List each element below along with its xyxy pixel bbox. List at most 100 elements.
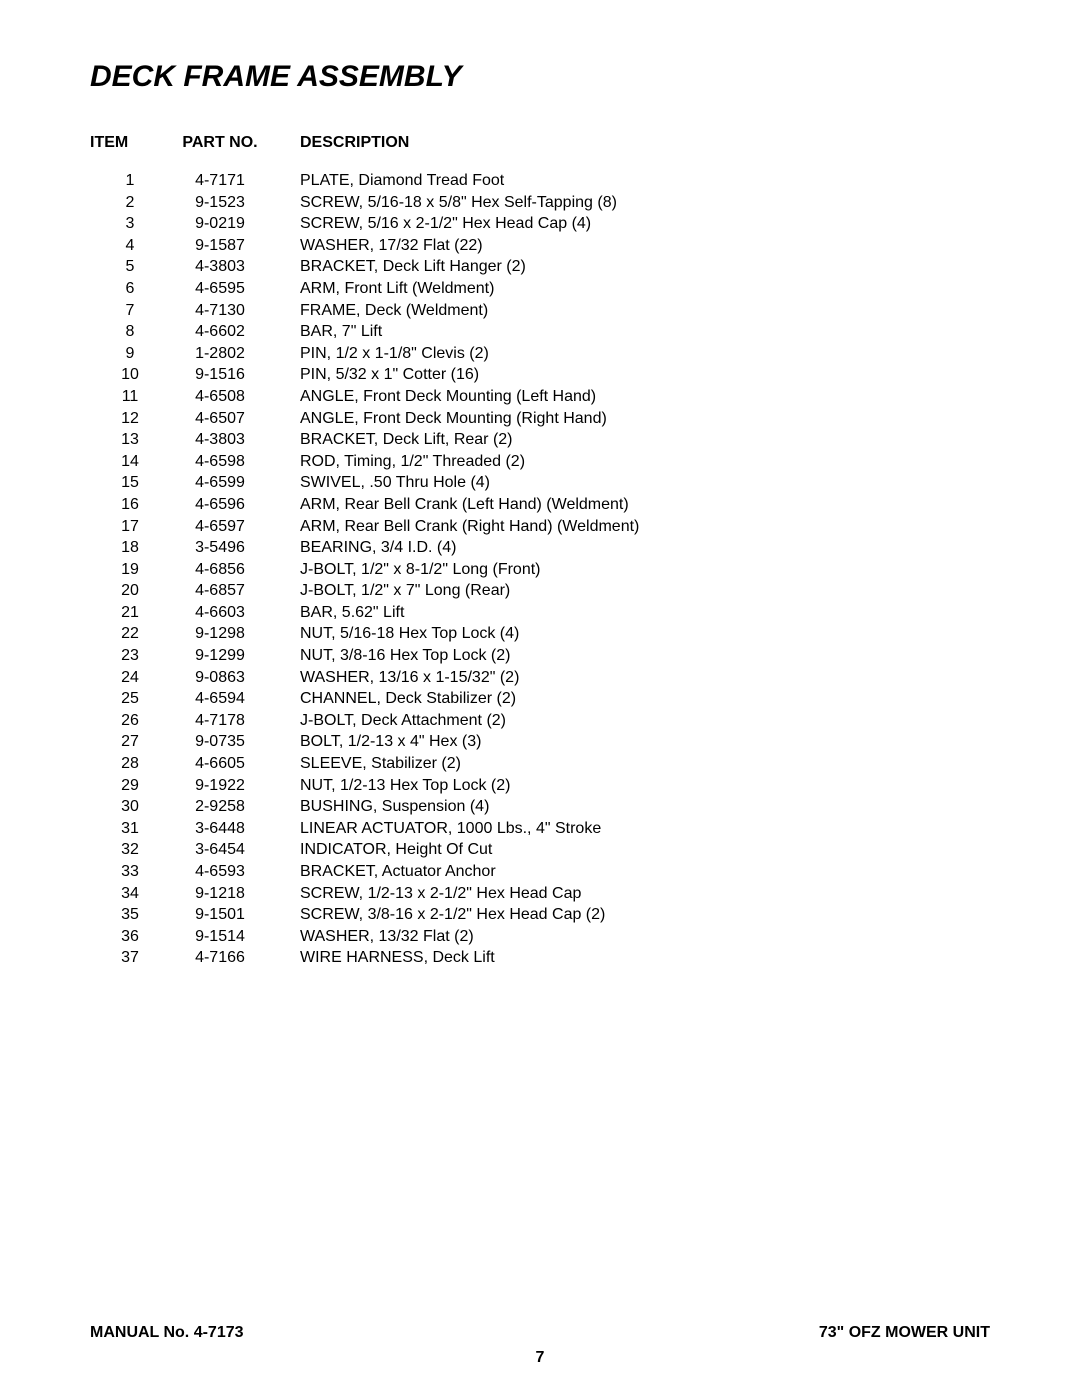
part-number: 4-7166	[170, 947, 270, 969]
item-number: 29	[90, 775, 170, 797]
part-description: J-BOLT, 1/2" x 8-1/2" Long (Front)	[270, 559, 541, 581]
part-description: PLATE, Diamond Tread Foot	[270, 170, 504, 192]
part-number: 9-0863	[170, 667, 270, 689]
part-number: 3-6448	[170, 818, 270, 840]
part-number: 4-6857	[170, 580, 270, 602]
item-number: 18	[90, 537, 170, 559]
page-footer: MANUAL No. 4-7173 73" OFZ MOWER UNIT	[90, 1324, 990, 1342]
part-description: ARM, Front Lift (Weldment)	[270, 278, 494, 300]
item-number: 8	[90, 321, 170, 343]
part-description: NUT, 3/8-16 Hex Top Lock (2)	[270, 645, 510, 667]
part-number: 9-1501	[170, 904, 270, 926]
part-number: 9-1516	[170, 364, 270, 386]
part-description: ANGLE, Front Deck Mounting (Right Hand)	[270, 408, 607, 430]
item-number: 37	[90, 947, 170, 969]
table-row: 174-6597ARM, Rear Bell Crank (Right Hand…	[90, 516, 990, 538]
part-number: 9-1922	[170, 775, 270, 797]
item-number: 14	[90, 451, 170, 473]
item-number: 36	[90, 926, 170, 948]
part-number: 4-6593	[170, 861, 270, 883]
table-row: 29-1523SCREW, 5/16-18 x 5/8" Hex Self-Ta…	[90, 192, 990, 214]
table-row: 279-0735BOLT, 1/2-13 x 4" Hex (3)	[90, 731, 990, 753]
part-number: 4-3803	[170, 429, 270, 451]
table-row: 91-2802PIN, 1/2 x 1-1/8" Clevis (2)	[90, 343, 990, 365]
part-number: 4-6595	[170, 278, 270, 300]
part-description: BRACKET, Actuator Anchor	[270, 861, 496, 883]
header-partno: PART NO.	[170, 134, 270, 152]
item-number: 34	[90, 883, 170, 905]
unit-label: 73" OFZ MOWER UNIT	[819, 1324, 990, 1342]
item-number: 20	[90, 580, 170, 602]
part-number: 4-6507	[170, 408, 270, 430]
item-number: 11	[90, 386, 170, 408]
part-description: NUT, 1/2-13 Hex Top Lock (2)	[270, 775, 510, 797]
part-description: SCREW, 3/8-16 x 2-1/2" Hex Head Cap (2)	[270, 904, 605, 926]
part-number: 9-1299	[170, 645, 270, 667]
item-number: 1	[90, 170, 170, 192]
table-row: 14-7171PLATE, Diamond Tread Foot	[90, 170, 990, 192]
part-number: 9-1298	[170, 623, 270, 645]
part-number: 4-6597	[170, 516, 270, 538]
part-number: 9-1523	[170, 192, 270, 214]
part-description: SCREW, 5/16-18 x 5/8" Hex Self-Tapping (…	[270, 192, 617, 214]
part-description: WASHER, 17/32 Flat (22)	[270, 235, 483, 257]
table-row: 183-5496BEARING, 3/4 I.D. (4)	[90, 537, 990, 559]
item-number: 2	[90, 192, 170, 214]
item-number: 3	[90, 213, 170, 235]
part-number: 9-0735	[170, 731, 270, 753]
header-description: DESCRIPTION	[270, 134, 409, 152]
header-item: ITEM	[90, 134, 170, 152]
table-row: 84-6602BAR, 7" Lift	[90, 321, 990, 343]
table-row: 39-0219SCREW, 5/16 x 2-1/2" Hex Head Cap…	[90, 213, 990, 235]
table-row: 334-6593BRACKET, Actuator Anchor	[90, 861, 990, 883]
item-number: 27	[90, 731, 170, 753]
item-number: 9	[90, 343, 170, 365]
table-row: 109-1516PIN, 5/32 x 1" Cotter (16)	[90, 364, 990, 386]
item-number: 5	[90, 256, 170, 278]
page-title: DECK FRAME ASSEMBLY	[90, 60, 990, 94]
part-number: 4-6605	[170, 753, 270, 775]
part-description: BRACKET, Deck Lift, Rear (2)	[270, 429, 513, 451]
table-row: 264-7178J-BOLT, Deck Attachment (2)	[90, 710, 990, 732]
item-number: 22	[90, 623, 170, 645]
item-number: 26	[90, 710, 170, 732]
part-description: WASHER, 13/32 Flat (2)	[270, 926, 474, 948]
part-number: 9-1587	[170, 235, 270, 257]
part-number: 4-6598	[170, 451, 270, 473]
part-number: 4-6594	[170, 688, 270, 710]
table-row: 323-6454INDICATOR, Height Of Cut	[90, 839, 990, 861]
item-number: 33	[90, 861, 170, 883]
item-number: 21	[90, 602, 170, 624]
item-number: 35	[90, 904, 170, 926]
table-row: 194-6856J-BOLT, 1/2" x 8-1/2" Long (Fron…	[90, 559, 990, 581]
table-row: 249-0863WASHER, 13/16 x 1-15/32" (2)	[90, 667, 990, 689]
part-number: 4-6599	[170, 472, 270, 494]
part-description: SCREW, 1/2-13 x 2-1/2" Hex Head Cap	[270, 883, 581, 905]
item-number: 13	[90, 429, 170, 451]
part-description: ARM, Rear Bell Crank (Left Hand) (Weldme…	[270, 494, 629, 516]
part-description: PIN, 5/32 x 1" Cotter (16)	[270, 364, 479, 386]
item-number: 30	[90, 796, 170, 818]
item-number: 19	[90, 559, 170, 581]
part-number: 4-6603	[170, 602, 270, 624]
table-row: 114-6508ANGLE, Front Deck Mounting (Left…	[90, 386, 990, 408]
part-description: WIRE HARNESS, Deck Lift	[270, 947, 495, 969]
table-row: 284-6605SLEEVE, Stabilizer (2)	[90, 753, 990, 775]
table-row: 74-7130FRAME, Deck (Weldment)	[90, 300, 990, 322]
item-number: 23	[90, 645, 170, 667]
table-row: 204-6857J-BOLT, 1/2" x 7" Long (Rear)	[90, 580, 990, 602]
part-description: BUSHING, Suspension (4)	[270, 796, 489, 818]
item-number: 25	[90, 688, 170, 710]
manual-number: MANUAL No. 4-7173	[90, 1324, 244, 1342]
item-number: 17	[90, 516, 170, 538]
item-number: 28	[90, 753, 170, 775]
table-row: 64-6595ARM, Front Lift (Weldment)	[90, 278, 990, 300]
table-row: 302-9258BUSHING, Suspension (4)	[90, 796, 990, 818]
table-row: 214-6603BAR, 5.62" Lift	[90, 602, 990, 624]
part-number: 9-1514	[170, 926, 270, 948]
part-description: SCREW, 5/16 x 2-1/2" Hex Head Cap (4)	[270, 213, 591, 235]
item-number: 31	[90, 818, 170, 840]
part-description: SWIVEL, .50 Thru Hole (4)	[270, 472, 490, 494]
part-description: J-BOLT, 1/2" x 7" Long (Rear)	[270, 580, 510, 602]
item-number: 4	[90, 235, 170, 257]
